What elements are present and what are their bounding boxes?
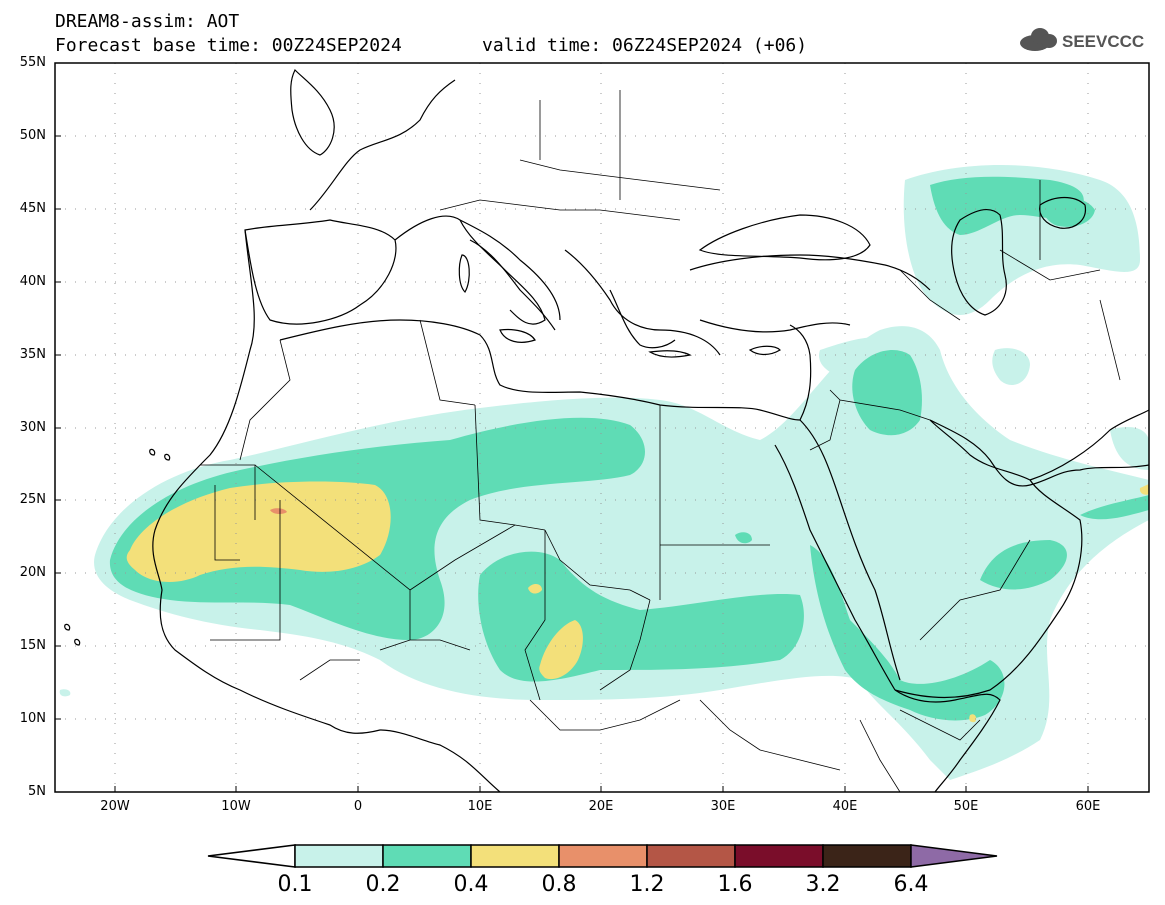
lat-label: 35N <box>19 347 46 362</box>
lat-label: 5N <box>28 784 46 799</box>
lat-label: 10N <box>19 711 46 726</box>
lon-label: 0 <box>353 799 363 814</box>
colorbar-label: 1.6 <box>717 872 753 897</box>
lon-label: 10W <box>221 799 251 814</box>
lat-label: 50N <box>19 128 46 143</box>
lat-label: 15N <box>19 638 46 653</box>
colorbar-label: 3.2 <box>805 872 841 897</box>
cloud-icon <box>1020 28 1057 51</box>
lon-label: 60E <box>1075 799 1101 814</box>
lat-label: 45N <box>19 201 46 216</box>
axis-ticks <box>55 135 1089 792</box>
colorbar-bin-3.2 <box>822 844 912 868</box>
lat-label: 30N <box>19 420 46 435</box>
aot-contour-0.4 <box>126 481 1149 723</box>
colorbar-bin-0.8 <box>558 844 648 868</box>
colorbar <box>207 844 998 868</box>
colorbar-label: 1.2 <box>629 872 665 897</box>
colorbar-bin-1.6 <box>734 844 824 868</box>
valid-time: valid time: 06Z24SEP2024 (+06) <box>482 35 808 56</box>
colorbar-low-arrow <box>207 844 296 868</box>
lon-label: 30E <box>710 799 736 814</box>
map-title: DREAM8-assim: AOT <box>55 11 240 32</box>
colorbar-label: 0.1 <box>277 872 313 897</box>
colorbar-high-arrow <box>910 844 998 868</box>
seevccc-logo: SEEVCCC <box>1020 28 1144 51</box>
aot-contour-0.8 <box>270 508 287 515</box>
lon-label: 40E <box>832 799 858 814</box>
lon-label: 50E <box>953 799 979 814</box>
country-borders <box>200 90 1121 792</box>
colorbar-bin-0.4 <box>470 844 560 868</box>
colorbar-label: 0.4 <box>453 872 489 897</box>
coastlines <box>64 68 1149 792</box>
colorbar-bin-0.2 <box>382 844 472 868</box>
lat-label: 55N <box>19 55 46 70</box>
lon-label: 20E <box>588 799 614 814</box>
lon-label: 20W <box>100 799 130 814</box>
forecast-base-time: Forecast base time: 00Z24SEP2024 <box>55 35 402 56</box>
colorbar-label: 0.2 <box>365 872 401 897</box>
lon-label: 10E <box>467 799 493 814</box>
logo-text: SEEVCCC <box>1062 32 1144 51</box>
lat-label: 20N <box>19 565 46 580</box>
lat-label: 40N <box>19 274 46 289</box>
lat-label: 25N <box>19 492 46 507</box>
colorbar-label: 6.4 <box>893 872 929 897</box>
colorbar-label: 0.8 <box>541 872 577 897</box>
colorbar-bin-0.1 <box>294 844 384 868</box>
colorbar-bin-1.2 <box>646 844 736 868</box>
